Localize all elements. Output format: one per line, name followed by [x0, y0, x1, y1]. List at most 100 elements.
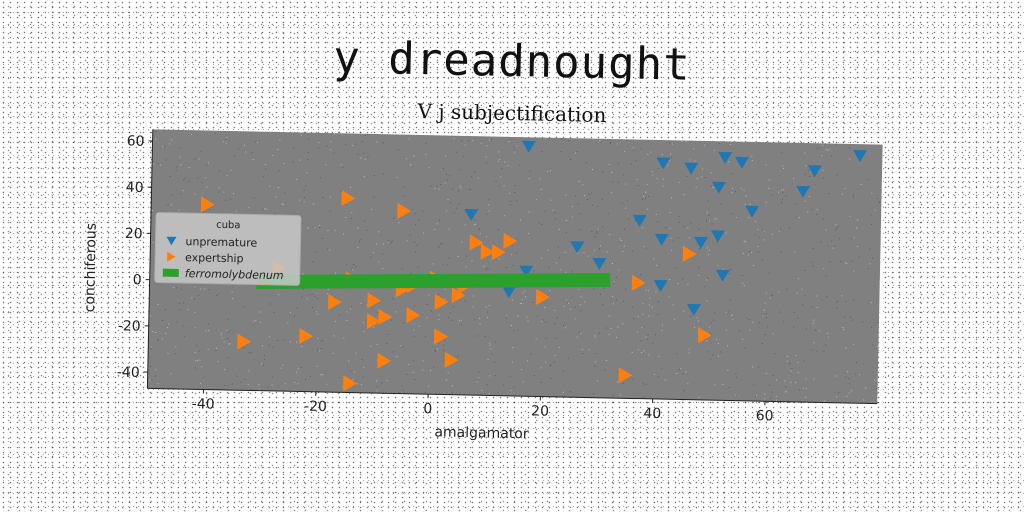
noise-dot: [805, 165, 807, 167]
data-point: [656, 157, 671, 170]
noise-dot: [755, 220, 757, 222]
noise-dot: [381, 253, 383, 255]
noise-dot: [625, 183, 627, 185]
noise-dot: [706, 279, 708, 281]
noise-dot: [526, 360, 528, 362]
noise-dot: [164, 309, 166, 311]
noise-dot: [781, 151, 783, 153]
noise-dot: [848, 383, 850, 385]
noise-dot: [434, 229, 436, 231]
noise-dot: [877, 346, 879, 348]
data-point: [434, 293, 449, 310]
noise-dot: [320, 348, 322, 350]
noise-dot: [296, 307, 298, 309]
noise-dot: [367, 133, 369, 135]
noise-dot: [382, 173, 384, 175]
noise-dot: [434, 349, 436, 351]
noise-dot: [360, 157, 362, 159]
noise-dot: [594, 365, 596, 367]
noise-dot: [248, 352, 250, 354]
noise-dot: [595, 353, 597, 355]
noise-dot: [173, 287, 175, 289]
noise-dot: [593, 288, 595, 290]
noise-dot: [613, 281, 615, 283]
noise-dot: [753, 384, 755, 386]
noise-dot: [282, 364, 284, 366]
noise-dot: [488, 199, 490, 201]
noise-dot: [623, 300, 625, 302]
noise-dot: [364, 135, 366, 137]
noise-dot: [665, 227, 667, 229]
noise-dot: [155, 131, 157, 133]
noise-dot: [605, 359, 607, 361]
noise-dot: [532, 301, 534, 303]
noise-dot: [456, 207, 458, 209]
noise-dot: [731, 173, 733, 175]
noise-dot: [204, 288, 206, 290]
noise-dot: [579, 213, 581, 215]
noise-dot: [637, 185, 639, 187]
noise-dot: [528, 211, 530, 213]
noise-dot: [568, 140, 570, 142]
noise-dot: [345, 263, 347, 265]
noise-dot: [218, 191, 220, 193]
data-point: [480, 243, 495, 260]
noise-dot: [262, 176, 264, 178]
noise-dot: [690, 222, 692, 224]
noise-dot: [432, 263, 434, 265]
noise-dot: [521, 369, 523, 371]
noise-dot: [577, 203, 579, 205]
noise-dot: [565, 194, 567, 196]
noise-dot: [497, 160, 499, 162]
noise-dot: [811, 349, 813, 351]
noise-dot: [698, 396, 700, 398]
noise-dot: [597, 205, 599, 207]
noise-dot: [397, 149, 399, 151]
noise-dot: [265, 208, 267, 210]
noise-dot: [201, 366, 203, 368]
y-tick-label: 20: [125, 226, 143, 242]
noise-dot: [273, 311, 275, 314]
noise-dot: [314, 226, 316, 228]
noise-dot: [287, 322, 289, 324]
noise-dot: [301, 296, 303, 298]
noise-dot: [157, 304, 159, 306]
noise-dot: [453, 212, 455, 214]
noise-dot: [686, 176, 688, 178]
noise-dot: [549, 290, 551, 292]
noise-dot: [434, 187, 436, 189]
noise-dot: [316, 365, 318, 367]
noise-dot: [632, 378, 634, 380]
noise-dot: [217, 293, 219, 295]
noise-dot: [650, 151, 652, 153]
noise-dot: [448, 228, 450, 230]
noise-dot: [413, 335, 415, 337]
noise-dot: [772, 375, 774, 377]
noise-dot: [725, 232, 727, 234]
x-tick-label: 20: [531, 403, 549, 419]
noise-dot: [815, 329, 817, 331]
noise-dot: [320, 340, 322, 342]
noise-dot: [305, 185, 307, 187]
noise-dot: [592, 138, 594, 140]
noise-dot: [497, 229, 499, 231]
noise-dot: [790, 370, 792, 372]
noise-dot: [801, 288, 803, 290]
noise-dot: [720, 203, 722, 205]
noise-dot: [312, 261, 314, 263]
noise-dot: [668, 296, 670, 298]
noise-dot: [714, 384, 716, 386]
noise-dot: [548, 266, 550, 268]
noise-dot: [206, 186, 208, 188]
noise-dot: [693, 326, 696, 328]
noise-dot: [152, 242, 154, 244]
noise-dot: [505, 266, 507, 269]
noise-dot: [550, 364, 552, 366]
noise-dot: [473, 219, 475, 221]
noise-dot: [161, 319, 163, 321]
noise-dot: [606, 327, 608, 329]
noise-dot: [303, 196, 305, 198]
noise-dot: [150, 315, 152, 317]
noise-dot: [195, 360, 197, 362]
noise-dot: [841, 295, 843, 297]
